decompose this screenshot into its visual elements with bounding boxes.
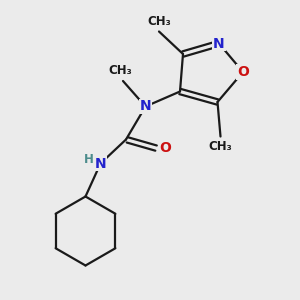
Text: H: H <box>84 153 94 167</box>
Text: CH₃: CH₃ <box>208 140 232 153</box>
Text: N: N <box>213 37 225 50</box>
Text: CH₃: CH₃ <box>147 15 171 28</box>
Text: N: N <box>140 100 151 113</box>
Text: O: O <box>237 65 249 79</box>
Text: O: O <box>159 142 171 155</box>
Text: N: N <box>95 157 106 170</box>
Text: CH₃: CH₃ <box>108 64 132 77</box>
